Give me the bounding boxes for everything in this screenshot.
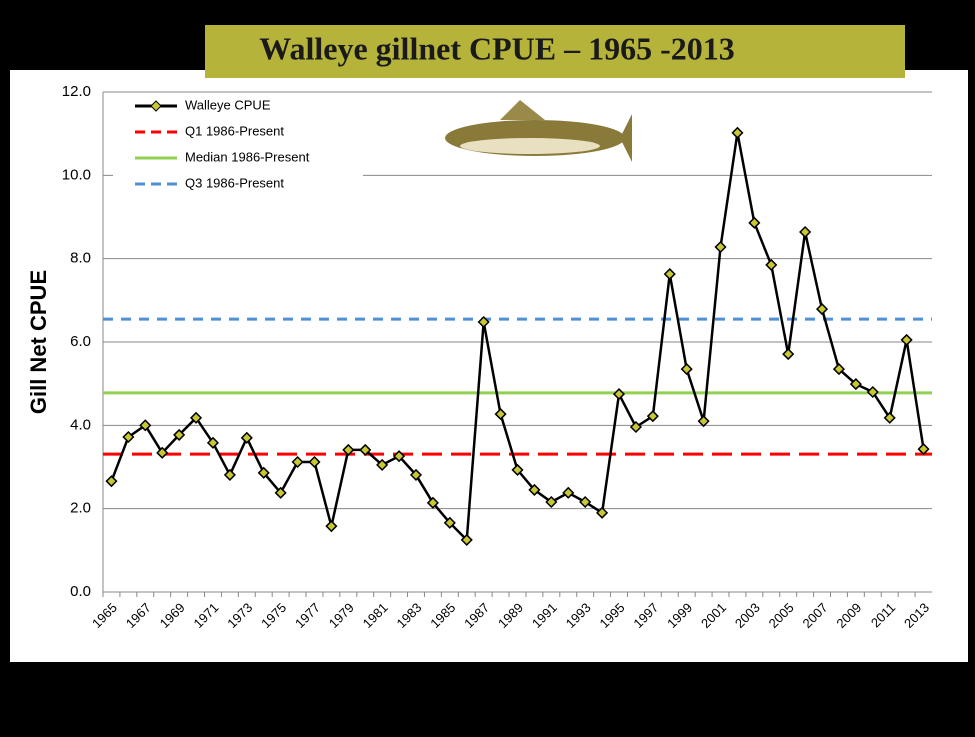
data-point <box>376 458 389 471</box>
legend-label: Q3 1986-Present <box>185 175 284 190</box>
data-point <box>782 348 795 361</box>
data-point <box>426 496 439 509</box>
data-point <box>832 363 846 376</box>
data-point <box>477 315 490 329</box>
data-point <box>731 126 744 139</box>
data-point <box>342 443 355 456</box>
y-tick-label: 2.0 <box>70 500 91 517</box>
data-point <box>528 483 541 496</box>
data-point <box>697 415 710 428</box>
chart-title: Walleye gillnet CPUE – 1965 -2013 <box>259 30 735 66</box>
legend-label: Q1 1986-Present <box>185 123 284 138</box>
y-tick-label: 6.0 <box>70 333 91 350</box>
data-point <box>596 506 609 519</box>
data-point <box>274 486 287 499</box>
data-point <box>900 333 913 346</box>
data-point <box>612 388 626 401</box>
data-point <box>291 455 304 469</box>
data-point <box>139 419 152 432</box>
data-point <box>917 443 930 456</box>
y-tick-label: 12.0 <box>62 83 91 100</box>
data-point <box>883 411 896 424</box>
data-point <box>748 216 761 229</box>
data-point <box>156 446 169 459</box>
data-point <box>714 240 727 254</box>
fish-illustration <box>445 100 632 162</box>
data-point <box>799 225 812 239</box>
data-point <box>223 468 236 481</box>
data-point <box>308 455 321 469</box>
y-tick-label: 10.0 <box>62 166 91 183</box>
data-point <box>443 516 456 529</box>
title-box <box>205 25 905 78</box>
data-point <box>866 385 879 399</box>
data-point <box>849 378 862 391</box>
data-point <box>359 443 372 456</box>
data-point <box>629 420 642 434</box>
data-point <box>189 411 203 424</box>
data-point <box>206 436 220 449</box>
data-point <box>765 258 778 271</box>
legend-label: Median 1986-Present <box>185 149 310 164</box>
y-tick-label: 0.0 <box>70 583 91 600</box>
legend-label: Walleye CPUE <box>185 97 271 112</box>
data-point <box>257 466 270 479</box>
data-point <box>393 450 406 463</box>
data-point <box>663 268 676 281</box>
legend-marker <box>150 100 162 112</box>
data-point <box>105 475 118 488</box>
data-point <box>409 468 423 481</box>
data-point <box>494 408 507 421</box>
data-point <box>122 430 135 444</box>
y-tick-label: 4.0 <box>70 416 91 433</box>
y-axis-label: Gill Net CPUE <box>26 270 51 414</box>
data-point <box>579 495 592 509</box>
data-point <box>545 495 558 509</box>
y-tick-label: 8.0 <box>70 250 91 267</box>
data-point <box>511 463 524 476</box>
data-point <box>325 520 338 533</box>
data-point <box>815 303 829 316</box>
data-point <box>240 431 253 444</box>
legend: Walleye CPUE Q1 1986-Present Median 1986-P… <box>113 94 363 192</box>
data-point <box>646 410 659 423</box>
data-point <box>173 428 186 441</box>
data-point <box>680 363 693 376</box>
data-point <box>562 486 575 499</box>
data-point <box>460 533 473 546</box>
